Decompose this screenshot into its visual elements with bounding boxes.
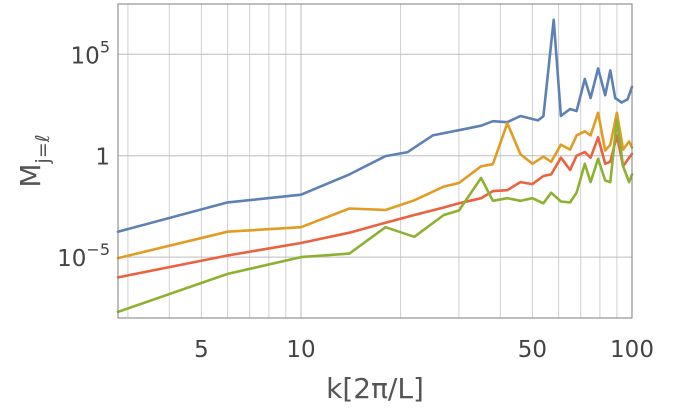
plot-frame: [117, 3, 633, 319]
series-3-line: [116, 134, 634, 279]
y-axis-label-main: M: [14, 163, 47, 187]
x-axis-label: k[2π/L]: [326, 372, 424, 405]
x-tick-label: 5: [194, 337, 209, 363]
x-tick-label: 50: [518, 337, 547, 363]
y-tick-label: 105: [71, 37, 110, 69]
x-tick-label: 10: [286, 337, 315, 363]
y-tick-label: 1: [95, 145, 110, 171]
y-axis-label: Mj=ℓ: [14, 134, 54, 187]
x-tick-label: 100: [610, 337, 654, 363]
tick-labels: 5 10 50 100 10−5 1 105: [57, 37, 654, 363]
series-1-line: [116, 18, 634, 233]
series-2-line: [116, 111, 634, 260]
y-axis-label-sub: j=ℓ: [32, 134, 54, 164]
y-tick-label: 10−5: [57, 240, 110, 272]
series-4-line: [116, 118, 634, 314]
series-group: [116, 18, 634, 314]
